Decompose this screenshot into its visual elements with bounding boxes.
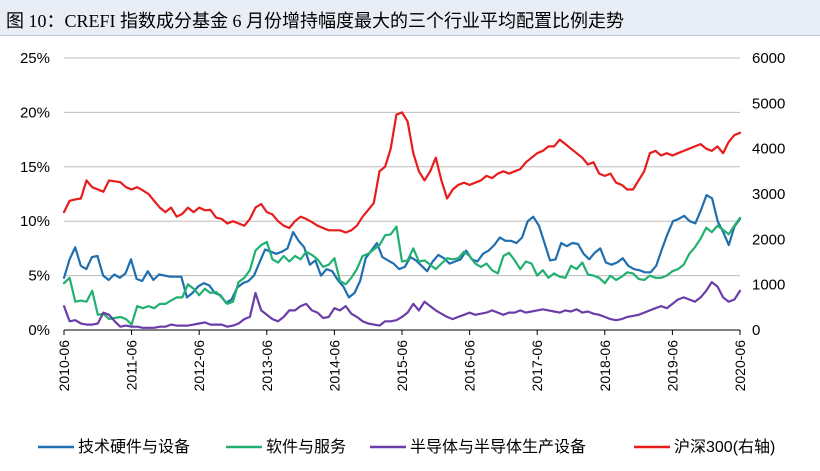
x-tick-label: 2012-06 <box>191 340 207 392</box>
x-tick-label: 2020-06 <box>732 340 748 392</box>
series-line <box>62 194 742 304</box>
x-tick-label: 2014-06 <box>326 340 342 392</box>
x-tick-label: 2010-06 <box>56 340 72 392</box>
left-y-tick-label: 0% <box>28 322 50 339</box>
right-y-axis: 0 1000 2000 3000 4000 5000 6000 <box>752 50 785 339</box>
left-y-tick-label: 15% <box>20 159 50 176</box>
legend-label: 技术硬件与设备 <box>78 438 190 456</box>
right-y-tick-label: 4000 <box>752 141 785 158</box>
series-line <box>62 281 742 329</box>
series-line <box>62 111 742 234</box>
x-tick-label: 2017-06 <box>529 340 545 392</box>
x-tick-label: 2015-06 <box>394 340 410 392</box>
series-line <box>62 216 742 326</box>
gridlines <box>64 57 740 331</box>
legend-label: 软件与服务 <box>266 438 346 456</box>
left-y-tick-label: 25% <box>20 50 50 67</box>
x-tick-label: 2019-06 <box>664 340 680 392</box>
right-y-tick-label: 1000 <box>752 277 785 294</box>
x-tick-label: 2018-06 <box>597 340 613 392</box>
x-tick-label: 2011-06 <box>124 340 140 391</box>
right-y-tick-label: 0 <box>752 322 760 339</box>
left-y-tick-label: 5% <box>28 268 50 285</box>
left-y-tick-label: 20% <box>20 104 50 121</box>
x-tick-label: 2016-06 <box>462 340 478 392</box>
x-tick-label: 2013-06 <box>259 340 275 392</box>
title-bar: 图 10：CREFI 指数成分基金 6 月份增持幅度最大的三个行业平均配置比例走… <box>0 0 820 36</box>
left-y-tick-label: 10% <box>20 213 50 230</box>
legend-label: 半导体与半导体生产设备 <box>410 438 586 456</box>
x-axis: 2010-06 2011-06 2012-06 2013-06 2014-06 2015-… <box>56 330 748 391</box>
legend: 技术硬件与设备 软件与服务 半导体与半导体生产设备 沪深300(右轴) <box>38 438 775 456</box>
legend-label: 沪深300(右轴) <box>674 438 775 456</box>
chart-title: 图 10：CREFI 指数成分基金 6 月份增持幅度最大的三个行业平均配置比例走… <box>6 11 625 31</box>
left-y-axis: 0% 5% 10% 15% 20% 25% <box>20 50 50 339</box>
right-y-tick-label: 6000 <box>752 50 785 67</box>
right-y-tick-label: 3000 <box>752 186 785 203</box>
series-lines <box>62 111 742 329</box>
right-y-tick-label: 2000 <box>752 231 785 248</box>
right-y-tick-label: 5000 <box>752 95 785 112</box>
